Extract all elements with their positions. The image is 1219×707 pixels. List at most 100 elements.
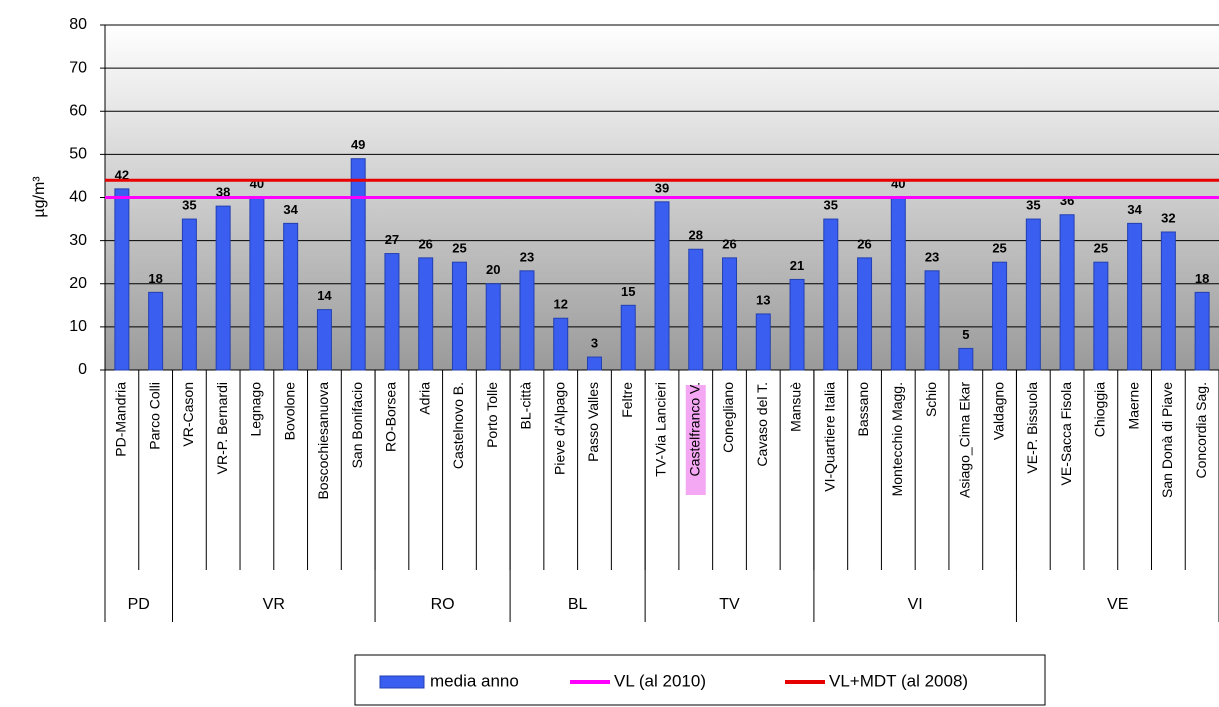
value-label: 27 bbox=[385, 232, 399, 247]
value-label: 21 bbox=[790, 258, 804, 273]
value-label: 39 bbox=[655, 180, 669, 195]
value-label: 35 bbox=[1026, 198, 1040, 213]
value-label: 40 bbox=[250, 176, 264, 191]
bar bbox=[114, 188, 130, 371]
x-tick-label: San Donà di Piave bbox=[1159, 382, 1175, 498]
x-tick-label: VE-P. Bissuola bbox=[1024, 382, 1040, 474]
x-tick-label: Feltre bbox=[619, 382, 635, 418]
bar bbox=[823, 218, 839, 371]
value-label: 12 bbox=[553, 297, 567, 312]
x-tick-label: Adria bbox=[416, 382, 432, 415]
bar bbox=[722, 257, 738, 371]
value-label: 26 bbox=[418, 236, 432, 251]
group-label: RO bbox=[431, 596, 455, 613]
value-label: 35 bbox=[182, 198, 196, 213]
bar bbox=[890, 197, 906, 371]
bar bbox=[924, 270, 940, 371]
bar bbox=[755, 313, 771, 371]
y-tick-label: 50 bbox=[69, 146, 87, 163]
value-label: 25 bbox=[1094, 241, 1108, 256]
x-tick-label: VI-Quartiere Italia bbox=[821, 382, 837, 492]
bar bbox=[350, 158, 366, 371]
y-tick-label: 80 bbox=[69, 16, 87, 33]
x-tick-label: Montecchio Magg. bbox=[889, 382, 905, 496]
bar bbox=[1194, 291, 1210, 371]
x-tick-label: Parco Colli bbox=[146, 382, 162, 450]
x-tick-label: TV-Via Lancieri bbox=[653, 382, 669, 477]
value-label: 32 bbox=[1161, 210, 1175, 225]
bar bbox=[1025, 218, 1041, 371]
value-label: 42 bbox=[115, 167, 129, 182]
x-tick-label: Castelfranco V. bbox=[686, 382, 702, 476]
value-label: 26 bbox=[857, 236, 871, 251]
y-axis-label: µg/m³ bbox=[31, 176, 48, 218]
bar bbox=[958, 347, 974, 371]
y-tick-label: 10 bbox=[69, 318, 87, 335]
value-label: 34 bbox=[283, 202, 298, 217]
value-label: 40 bbox=[891, 176, 905, 191]
value-label: 5 bbox=[962, 327, 969, 342]
y-tick-label: 40 bbox=[69, 189, 87, 206]
group-label: VE bbox=[1107, 596, 1128, 613]
bar bbox=[451, 261, 467, 371]
value-label: 14 bbox=[317, 288, 332, 303]
value-label: 26 bbox=[722, 236, 736, 251]
value-label: 13 bbox=[756, 292, 770, 307]
bar bbox=[519, 270, 535, 371]
value-label: 25 bbox=[992, 241, 1006, 256]
bar bbox=[992, 261, 1008, 371]
bar bbox=[654, 201, 670, 371]
bar bbox=[215, 205, 231, 371]
bar bbox=[148, 291, 164, 371]
legend-label: media anno bbox=[430, 671, 519, 690]
bar bbox=[485, 283, 501, 371]
value-label: 49 bbox=[351, 137, 365, 152]
x-tick-label: Valdagno bbox=[990, 382, 1006, 440]
x-tick-label: VE-Sacca Fisola bbox=[1058, 382, 1074, 486]
x-tick-label: BL-città bbox=[518, 382, 534, 430]
bar bbox=[857, 257, 873, 371]
legend-swatch bbox=[379, 675, 425, 689]
bar bbox=[620, 304, 636, 371]
x-tick-label: RO-Borsea bbox=[383, 382, 399, 452]
value-label: 15 bbox=[621, 284, 635, 299]
bar bbox=[384, 253, 400, 371]
x-tick-label: VR-Cason bbox=[180, 382, 196, 447]
x-tick-label: San Bonifacio bbox=[349, 382, 365, 469]
bar bbox=[1059, 214, 1075, 371]
x-tick-label: Chioggia bbox=[1092, 382, 1108, 437]
bar bbox=[1127, 222, 1143, 371]
bar bbox=[316, 309, 332, 371]
x-tick-label: Passo Valles bbox=[585, 382, 601, 462]
x-tick-label: Maerne bbox=[1125, 382, 1141, 430]
value-label: 35 bbox=[824, 198, 838, 213]
group-label: PD bbox=[128, 596, 150, 613]
value-label: 28 bbox=[689, 228, 703, 243]
bar bbox=[688, 248, 704, 371]
bar bbox=[249, 197, 265, 371]
bar bbox=[283, 222, 299, 371]
x-tick-label: Boscochiesanuova bbox=[315, 382, 331, 500]
x-tick-label: Pieve d'Alpago bbox=[551, 382, 567, 475]
group-label: BL bbox=[568, 596, 588, 613]
bar bbox=[181, 218, 197, 371]
bar bbox=[1160, 231, 1176, 371]
bar bbox=[1093, 261, 1109, 371]
x-tick-label: Mansuè bbox=[788, 382, 804, 432]
y-tick-label: 30 bbox=[69, 232, 87, 249]
highlight bbox=[685, 385, 706, 495]
value-label: 34 bbox=[1127, 202, 1142, 217]
legend-box bbox=[354, 654, 1046, 706]
y-tick-label: 60 bbox=[69, 102, 87, 119]
value-label: 23 bbox=[925, 249, 939, 264]
value-label: 23 bbox=[520, 249, 534, 264]
y-tick-label: 0 bbox=[78, 361, 87, 378]
x-tick-label: Porto Tolle bbox=[484, 382, 500, 448]
legend-label: VL+MDT (al 2008) bbox=[829, 671, 968, 690]
x-tick-label: Legnago bbox=[248, 382, 264, 437]
bar bbox=[418, 257, 434, 371]
value-label: 20 bbox=[486, 262, 500, 277]
y-tick-label: 20 bbox=[69, 275, 87, 292]
group-label: VR bbox=[263, 596, 285, 613]
